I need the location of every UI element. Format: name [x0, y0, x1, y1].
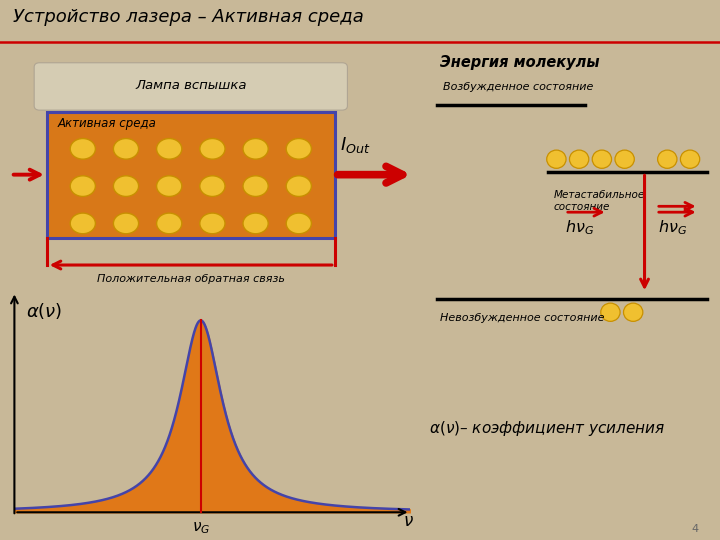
Ellipse shape: [287, 138, 312, 159]
Text: $h\nu_G$: $h\nu_G$: [658, 219, 688, 238]
Text: Возбужденное состояние: Возбужденное состояние: [443, 82, 593, 92]
Text: Невозбужденное состояние: Невозбужденное состояние: [440, 313, 604, 323]
Ellipse shape: [157, 138, 181, 159]
Ellipse shape: [114, 213, 138, 234]
Text: Активная среда: Активная среда: [58, 117, 156, 130]
Text: $\nu$: $\nu$: [403, 512, 414, 530]
Ellipse shape: [200, 138, 225, 159]
Ellipse shape: [71, 213, 95, 234]
Ellipse shape: [570, 150, 589, 168]
Ellipse shape: [287, 213, 312, 234]
Ellipse shape: [243, 176, 268, 197]
Text: Устройство лазера – Активная среда: Устройство лазера – Активная среда: [13, 9, 364, 26]
Ellipse shape: [157, 176, 181, 197]
Bar: [47, 112, 335, 238]
Ellipse shape: [200, 213, 225, 234]
Text: Метастабильное
состояние: Метастабильное состояние: [554, 190, 645, 212]
Text: $\nu_G$: $\nu_G$: [192, 521, 210, 536]
Ellipse shape: [114, 176, 138, 197]
Ellipse shape: [200, 176, 225, 197]
Ellipse shape: [593, 150, 611, 168]
Ellipse shape: [243, 213, 268, 234]
Ellipse shape: [287, 176, 312, 197]
Ellipse shape: [615, 150, 634, 168]
Ellipse shape: [680, 150, 700, 168]
Ellipse shape: [243, 138, 268, 159]
Text: $\alpha(\nu)$: $\alpha(\nu)$: [26, 301, 63, 321]
Text: Лампа вспышка: Лампа вспышка: [135, 79, 246, 92]
Ellipse shape: [624, 303, 643, 321]
Text: 4: 4: [691, 524, 698, 534]
Ellipse shape: [71, 176, 95, 197]
Ellipse shape: [546, 150, 566, 168]
Text: $\alpha(\nu)$– коэффициент усиления: $\alpha(\nu)$– коэффициент усиления: [429, 419, 665, 438]
Ellipse shape: [157, 213, 181, 234]
Text: $h\nu_G$: $h\nu_G$: [564, 219, 594, 238]
Text: Положительная обратная связь: Положительная обратная связь: [97, 273, 284, 284]
Text: $I_{Out}$: $I_{Out}$: [341, 136, 371, 156]
Ellipse shape: [114, 138, 138, 159]
Text: Энергия молекулы: Энергия молекулы: [440, 55, 600, 70]
FancyBboxPatch shape: [35, 63, 348, 110]
Ellipse shape: [71, 138, 95, 159]
Ellipse shape: [657, 150, 677, 168]
Ellipse shape: [600, 303, 620, 321]
